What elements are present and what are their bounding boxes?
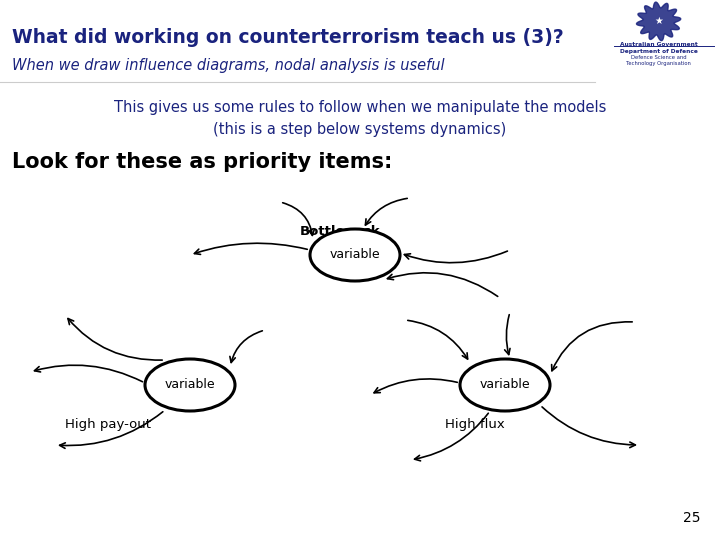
Ellipse shape <box>460 359 550 411</box>
Text: When we draw influence diagrams, nodal analysis is useful: When we draw influence diagrams, nodal a… <box>12 58 445 73</box>
Text: Department of Defence: Department of Defence <box>620 49 698 53</box>
Text: What did working on counterterrorism teach us (3)?: What did working on counterterrorism tea… <box>12 28 564 47</box>
Ellipse shape <box>310 229 400 281</box>
Text: Australian Government: Australian Government <box>620 42 698 47</box>
Ellipse shape <box>145 359 235 411</box>
Text: Technology Organisation: Technology Organisation <box>626 61 691 66</box>
Text: High flux: High flux <box>445 418 505 431</box>
Text: variable: variable <box>480 379 531 392</box>
Text: variable: variable <box>165 379 215 392</box>
Text: Defence Science and: Defence Science and <box>631 56 686 60</box>
Text: Look for these as priority items:: Look for these as priority items: <box>12 152 392 172</box>
Text: variable: variable <box>330 248 380 261</box>
Text: High pay-out: High pay-out <box>65 418 151 431</box>
Text: ★: ★ <box>654 16 663 26</box>
Text: 25: 25 <box>683 511 700 525</box>
Text: This gives us some rules to follow when we manipulate the models: This gives us some rules to follow when … <box>114 100 606 115</box>
Polygon shape <box>636 2 680 40</box>
Text: (this is a step below systems dynamics): (this is a step below systems dynamics) <box>213 122 507 137</box>
Text: Bottleneck: Bottleneck <box>300 225 381 238</box>
